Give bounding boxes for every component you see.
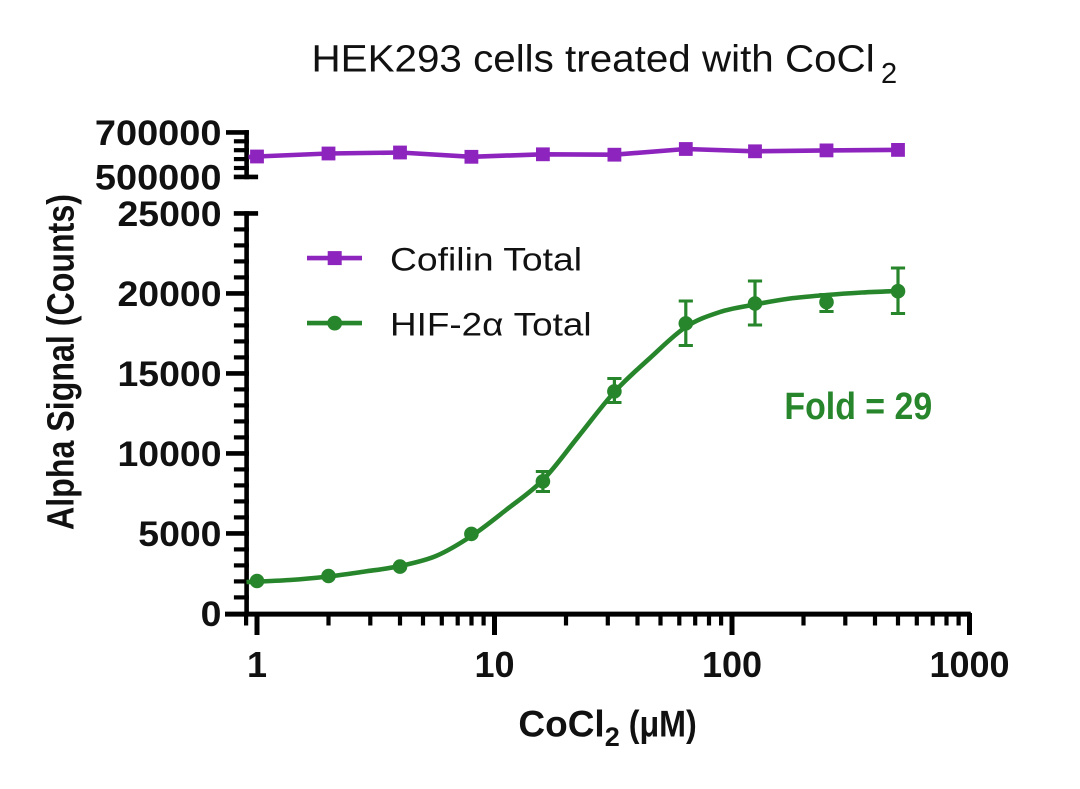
svg-text:500000: 500000 xyxy=(95,159,222,198)
svg-text:1000: 1000 xyxy=(929,644,1009,685)
svg-text:Alpha Signal (Counts): Alpha Signal (Counts) xyxy=(41,194,83,530)
svg-text:10000: 10000 xyxy=(118,435,222,474)
svg-text:Cofilin Total: Cofilin Total xyxy=(390,242,582,278)
svg-text:700000: 700000 xyxy=(95,114,222,153)
svg-text:CoCl2 (μM): CoCl2 (μM) xyxy=(518,704,696,753)
svg-text:100: 100 xyxy=(702,644,762,685)
svg-text:Fold = 29: Fold = 29 xyxy=(784,386,932,428)
svg-text:0: 0 xyxy=(201,595,222,634)
svg-text:20000: 20000 xyxy=(118,275,222,314)
svg-text:1: 1 xyxy=(247,644,267,685)
svg-text:25000: 25000 xyxy=(118,195,222,234)
svg-text:10: 10 xyxy=(474,644,514,685)
svg-text:15000: 15000 xyxy=(118,355,222,394)
svg-text:HEK293 cells treated with CoCl: HEK293 cells treated with CoCl xyxy=(312,39,875,81)
svg-text:HIF-2α Total: HIF-2α Total xyxy=(390,307,592,343)
svg-text:2: 2 xyxy=(881,58,897,90)
svg-text:5000: 5000 xyxy=(138,515,221,554)
